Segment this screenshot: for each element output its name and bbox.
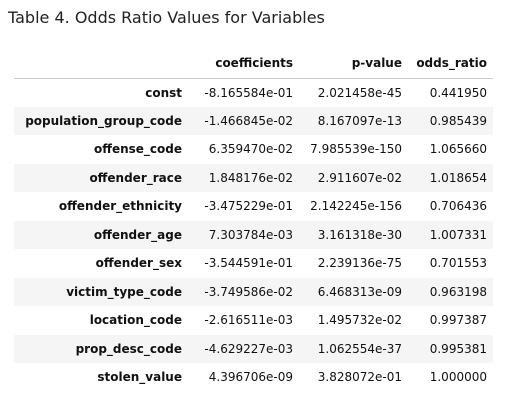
table-row: offender_age 7.303784e-03 3.161318e-30 1… [14,220,493,249]
odds-ratio-cell: 1.000000 [429,370,487,385]
p-value-cell: 8.167097e-13 [317,113,402,128]
odds-ratio-table: coefficients p-value odds_ratio const -8… [14,49,493,392]
table-row: prop_desc_code -4.629227e-03 1.062554e-3… [14,334,493,363]
table-row: offender_ethnicity -3.475229e-01 2.14224… [14,192,493,221]
odds-ratio-cell: 0.701553 [429,256,487,271]
coefficient-cell: 6.359470e-02 [208,142,293,157]
variable-name: const [145,85,182,100]
header-row: coefficients p-value odds_ratio [14,49,493,79]
table-row: location_code -2.616511e-03 1.495732e-02… [14,306,493,335]
p-value-header: p-value [299,49,408,79]
coefficient-cell: 7.303784e-03 [208,227,293,242]
p-value-cell: 7.985539e-150 [310,142,402,157]
coefficient-cell: -2.616511e-03 [204,313,293,328]
table-row: offender_race 1.848176e-02 2.911607e-02 … [14,163,493,192]
coefficient-cell: -8.165584e-01 [204,85,293,100]
table-body: const -8.165584e-01 2.021458e-45 0.44195… [14,78,493,392]
coefficient-cell: 4.396706e-09 [208,370,293,385]
table-header: coefficients p-value odds_ratio [14,49,493,79]
coefficient-cell: -3.749586e-02 [204,284,293,299]
coefficient-cell: -3.475229e-01 [204,199,293,214]
p-value-cell: 6.468313e-09 [317,284,402,299]
p-value-cell: 1.495732e-02 [317,313,402,328]
coefficient-cell: -1.466845e-02 [204,113,293,128]
odds-ratio-cell: 0.963198 [429,284,487,299]
p-value-cell: 2.239136e-75 [317,256,402,271]
p-value-cell: 1.062554e-37 [317,341,402,356]
variable-name: offender_age [93,227,182,242]
variable-name: offender_sex [95,256,182,271]
table-row: offense_code 6.359470e-02 7.985539e-150 … [14,135,493,164]
table-row: victim_type_code -3.749586e-02 6.468313e… [14,277,493,306]
p-value-cell: 3.161318e-30 [317,227,402,242]
table-title: Table 4. Odds Ratio Values for Variables [8,8,325,27]
odds-ratio-header: odds_ratio [408,49,493,79]
p-value-cell: 3.828072e-01 [317,370,402,385]
variable-name: offender_ethnicity [58,199,182,214]
odds-ratio-cell: 0.995381 [429,341,487,356]
odds-ratio-cell: 0.997387 [429,313,487,328]
table-row: offender_sex -3.544591e-01 2.239136e-75 … [14,249,493,278]
table-row: const -8.165584e-01 2.021458e-45 0.44195… [14,78,493,107]
index-header [14,49,188,79]
variable-name: stolen_value [97,370,182,385]
table-row: population_group_code -1.466845e-02 8.16… [14,106,493,135]
odds-ratio-cell: 1.065660 [429,142,487,157]
p-value-cell: 2.911607e-02 [317,170,402,185]
coefficient-cell: 1.848176e-02 [208,170,293,185]
odds-ratio-cell: 1.007331 [429,227,487,242]
coefficient-cell: -3.544591e-01 [204,256,293,271]
odds-ratio-cell: 0.441950 [429,85,487,100]
variable-name: location_code [89,313,182,328]
p-value-cell: 2.142245e-156 [310,199,402,214]
coefficient-cell: -4.629227e-03 [204,341,293,356]
p-value-cell: 2.021458e-45 [317,85,402,100]
odds-ratio-cell: 1.018654 [429,170,487,185]
variable-name: prop_desc_code [75,341,182,356]
variable-name: population_group_code [25,113,182,128]
table-row: stolen_value 4.396706e-09 3.828072e-01 1… [14,363,493,392]
odds-ratio-cell: 0.985439 [429,113,487,128]
variable-name: victim_type_code [66,284,182,299]
variable-name: offender_race [89,170,182,185]
odds-ratio-cell: 0.706436 [429,199,487,214]
coefficients-header: coefficients [188,49,299,79]
variable-name: offense_code [93,142,182,157]
